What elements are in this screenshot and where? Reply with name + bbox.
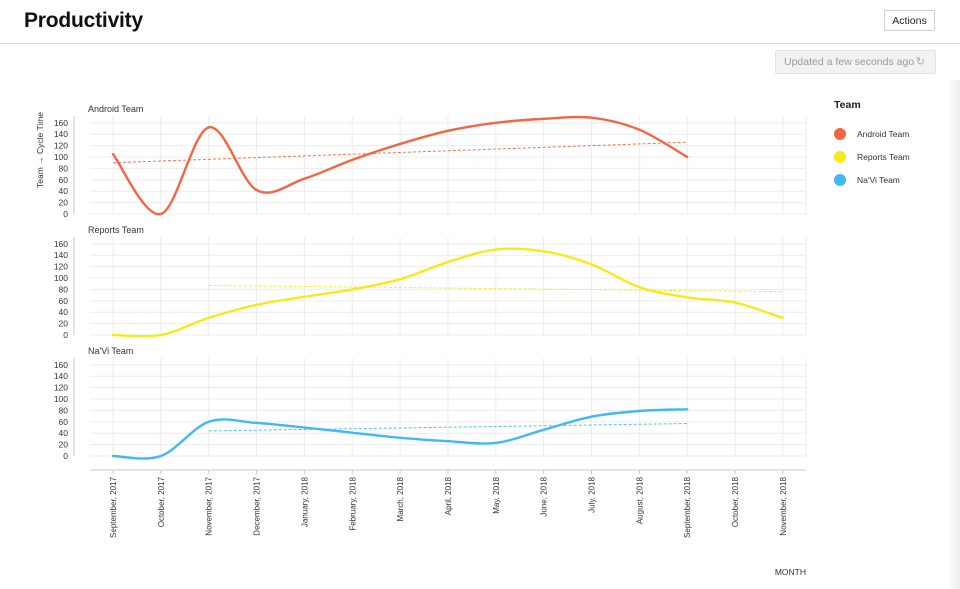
na-vi-team-ytick-160: 160: [54, 360, 68, 370]
reports-team-ytick-120: 120: [54, 262, 68, 272]
legend-item-reports-team[interactable]: Reports Team: [834, 145, 944, 168]
reports-team-ytick-0: 0: [63, 330, 68, 340]
page-header: Productivity Actions: [0, 0, 960, 44]
xtick-label-8: May, 2018: [492, 476, 501, 513]
na-vi-team-ytick-40: 40: [59, 428, 69, 438]
x-axis-title: MONTH: [775, 567, 806, 577]
legend-swatch-android-team: [834, 127, 846, 140]
android-team-ytick-80: 80: [59, 163, 69, 173]
android-team-ytick-60: 60: [59, 175, 69, 185]
android-team-ytick-100: 100: [54, 152, 68, 162]
legend: Team Android Team Reports Team Na'Vi Tea…: [834, 99, 944, 191]
reports-team-ytick-140: 140: [54, 250, 68, 260]
xtick-label-7: April, 2018: [444, 476, 453, 515]
legend-swatch-navi-team: [834, 173, 846, 186]
na-vi-team-ytick-20: 20: [59, 440, 69, 450]
xtick-label-14: November, 2018: [779, 476, 788, 535]
na-vi-team-ytick-140: 140: [54, 371, 68, 381]
reports-team-ytick-100: 100: [54, 273, 68, 283]
y-axis-title: Team → Cycle Time: [35, 112, 45, 188]
updated-status[interactable]: Updated a few seconds ago ↻: [775, 50, 936, 74]
na-vi-team-ytick-0: 0: [63, 451, 68, 461]
xtick-label-10: July, 2018: [588, 476, 597, 512]
android-team-ytick-40: 40: [59, 186, 69, 196]
legend-label-reports-team: Reports Team: [857, 151, 910, 162]
reports-team-ytick-160: 160: [54, 239, 68, 249]
xtick-label-6: March, 2018: [396, 476, 405, 521]
na-vi-team-ytick-80: 80: [59, 405, 69, 415]
xtick-label-12: September, 2018: [683, 476, 692, 537]
xtick-label-5: February, 2018: [348, 476, 357, 530]
android-team-ytick-20: 20: [59, 198, 69, 208]
na-vi-team-series-line: [111, 408, 689, 460]
na-vi-team-ytick-120: 120: [54, 383, 68, 393]
android-team-ytick-120: 120: [54, 141, 68, 151]
refresh-icon[interactable]: ↻: [915, 56, 925, 68]
na-vi-team-panel-title: Na'Vi Team: [88, 346, 133, 356]
reports-team-ytick-40: 40: [59, 307, 69, 317]
reports-team-ytick-80: 80: [59, 284, 69, 294]
xtick-label-9: June, 2018: [540, 476, 549, 516]
android-team-trend-line: [112, 141, 688, 164]
reports-team-series-line: [111, 247, 785, 338]
right-panel-edge: [946, 80, 960, 589]
reports-team-panel-title: Reports Team: [88, 225, 144, 235]
legend-swatch-reports-team: [834, 150, 846, 163]
xtick-label-0: September, 2017: [109, 476, 118, 537]
xtick-label-11: August, 2018: [635, 476, 644, 524]
xtick-label-3: December, 2017: [253, 476, 262, 535]
reports-team-ytick-20: 20: [59, 319, 69, 329]
android-team-ytick-140: 140: [54, 129, 68, 139]
xtick-label-1: October, 2017: [157, 476, 166, 527]
na-vi-team-ytick-100: 100: [54, 394, 68, 404]
android-team-ytick-0: 0: [63, 209, 68, 219]
na-vi-team-ytick-60: 60: [59, 417, 69, 427]
xtick-label-4: January, 2018: [300, 476, 309, 527]
reports-team-ytick-60: 60: [59, 296, 69, 306]
legend-item-navi-team[interactable]: Na'Vi Team: [834, 168, 944, 191]
legend-label-navi-team: Na'Vi Team: [857, 174, 900, 185]
reports-team-trend-line: [208, 284, 783, 293]
actions-button[interactable]: Actions: [884, 10, 935, 31]
legend-label-android-team: Android Team: [857, 128, 910, 139]
legend-title: Team: [834, 99, 861, 111]
page-title: Productivity: [24, 9, 143, 32]
xtick-label-13: October, 2018: [731, 476, 740, 527]
android-team-series-line: [111, 115, 689, 216]
android-team-panel-title: Android Team: [88, 104, 143, 114]
legend-item-android-team[interactable]: Android Team: [834, 122, 944, 145]
updated-text: Updated a few seconds ago: [784, 56, 915, 68]
xtick-label-2: November, 2017: [205, 476, 214, 535]
android-team-ytick-160: 160: [54, 118, 68, 128]
